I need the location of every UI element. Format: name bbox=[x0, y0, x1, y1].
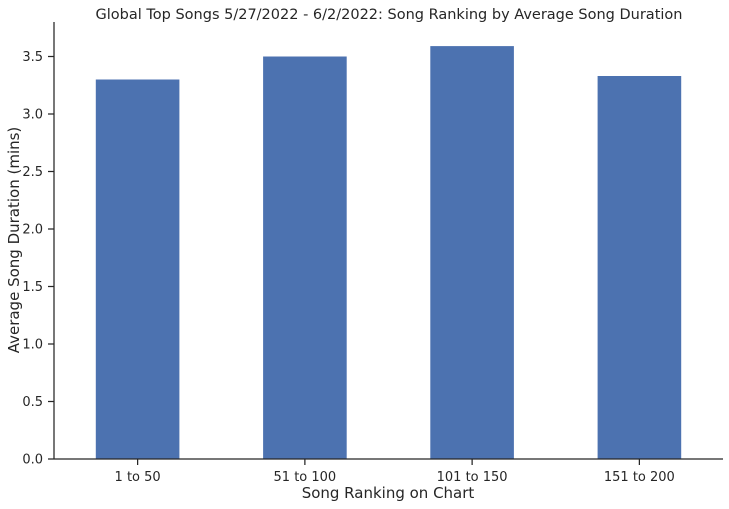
x-axis-label: Song Ranking on Chart bbox=[302, 484, 475, 502]
y-tick-label: 0.5 bbox=[22, 395, 43, 410]
x-axis-ticks: 1 to 50 51 to 100 101 to 150 151 to 200 bbox=[115, 459, 675, 485]
x-tick-label: 51 to 100 bbox=[274, 470, 337, 485]
y-tick-label: 3.5 bbox=[22, 50, 43, 65]
y-tick-label: 0.0 bbox=[22, 453, 43, 468]
y-axis-ticks: 0.0 0.5 1.0 1.5 2.0 2.5 3.0 3.5 bbox=[22, 50, 54, 468]
bar-101-to-150 bbox=[430, 46, 514, 459]
bar-51-to-100 bbox=[263, 56, 347, 459]
bar-151-to-200 bbox=[597, 76, 682, 459]
bar-1-to-50 bbox=[95, 79, 180, 459]
bars-group bbox=[95, 46, 682, 459]
chart-title: Global Top Songs 5/27/2022 - 6/2/2022: S… bbox=[96, 7, 683, 23]
x-tick-label: 1 to 50 bbox=[115, 470, 161, 485]
y-tick-label: 2.0 bbox=[22, 223, 43, 238]
y-tick-label: 2.5 bbox=[22, 165, 43, 180]
x-tick-label: 101 to 150 bbox=[437, 470, 508, 485]
y-tick-label: 1.0 bbox=[22, 338, 43, 353]
y-axis-label: Average Song Duration (mins) bbox=[5, 127, 23, 354]
y-tick-label: 3.0 bbox=[22, 108, 43, 123]
x-tick-label: 151 to 200 bbox=[604, 470, 675, 485]
y-tick-label: 1.5 bbox=[22, 280, 43, 295]
